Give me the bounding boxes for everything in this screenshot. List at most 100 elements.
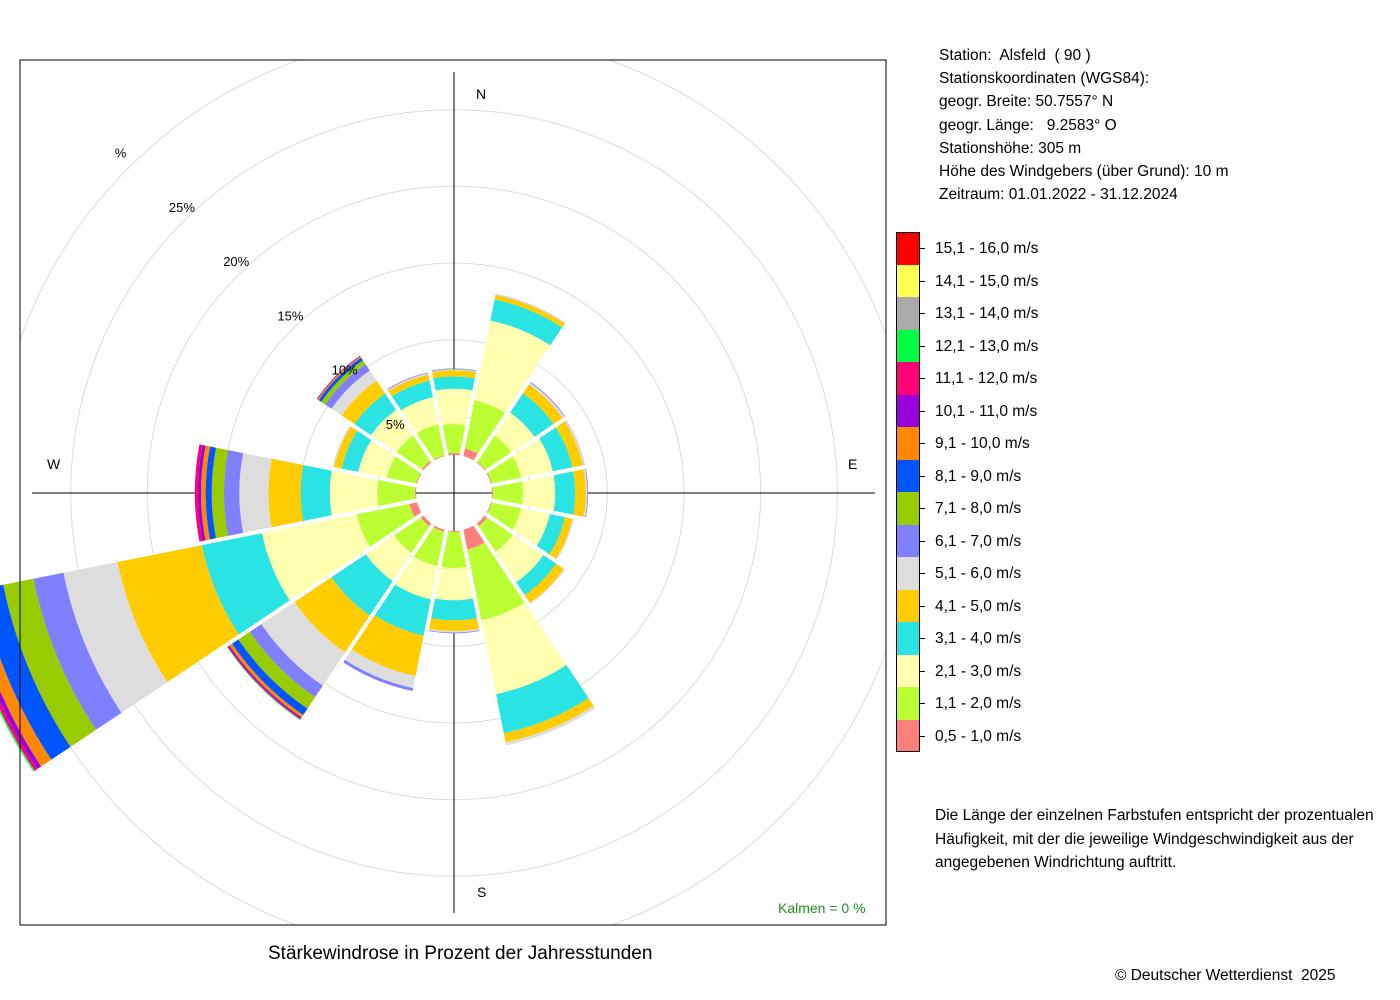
calm-value: Kalmen = 0 %: [778, 900, 866, 916]
sector-band: [431, 598, 477, 621]
sector-band: [431, 369, 477, 372]
ring-label: 5%: [386, 417, 405, 432]
station-line: Stationshöhe: 305 m: [939, 139, 1082, 157]
sector-band: [433, 525, 445, 532]
legend-tick: [920, 248, 925, 249]
sector-band: [422, 461, 432, 471]
sector-band: [201, 445, 210, 541]
sector-band: [351, 615, 424, 677]
sector-band: [268, 458, 304, 528]
sector-NNO: [463, 293, 566, 461]
sector-band: [505, 705, 596, 746]
sector-SO: [476, 515, 566, 605]
legend-tick: [920, 540, 925, 542]
legend-label: 15,1 - 16,0 m/s: [935, 240, 1039, 257]
ring-label: 25%: [169, 200, 195, 215]
sector-band: [477, 435, 512, 470]
legend-tick: [920, 703, 925, 704]
sector-band: [395, 556, 438, 600]
station-info: Station: Alsfeld ( 90 ) Stationskoordina…: [939, 44, 1228, 206]
sector-band: [0, 701, 38, 771]
sector-band: [487, 456, 522, 484]
sector-band: [409, 502, 422, 517]
sector-band: [205, 446, 217, 540]
sector-band: [476, 461, 486, 471]
sector-band: [33, 572, 122, 730]
legend-tick: [920, 378, 925, 379]
sector-band: [463, 525, 485, 550]
sector-band: [585, 468, 589, 518]
legend-tick: [920, 443, 925, 444]
sector-band: [396, 435, 431, 470]
sector-band: [476, 515, 488, 527]
legend-label: 8,1 - 9,0 m/s: [935, 467, 1022, 485]
legend-swatch: [896, 394, 920, 427]
legend-label: 4,1 - 5,0 m/s: [935, 597, 1022, 615]
sector-band: [356, 503, 415, 547]
ring-label: 20%: [223, 254, 249, 269]
sector-band: [239, 453, 272, 533]
sector-N: [431, 368, 477, 456]
sector-WSW: [0, 502, 422, 772]
sector-band: [0, 584, 71, 760]
sector-band: [431, 368, 477, 371]
legend-tick: [920, 345, 925, 347]
legend-swatch: [896, 492, 920, 525]
sector-band: [429, 618, 479, 631]
sector-band: [332, 425, 351, 468]
ring-label: %: [115, 146, 127, 161]
sector-band: [386, 456, 421, 484]
sector-band: [433, 376, 475, 391]
legend-swatch: [896, 427, 920, 460]
sector-band: [0, 690, 42, 770]
sector-band: [224, 450, 244, 536]
sector-band: [343, 659, 414, 692]
sector-band: [431, 369, 477, 373]
sector-NNW: [387, 372, 445, 461]
sector-O: [491, 468, 589, 518]
legend-swatch: [896, 622, 920, 655]
legend-swatch: [896, 459, 920, 492]
legend-label: 9,1 - 10,0 m/s: [935, 435, 1030, 452]
legend-label: 7,1 - 8,0 m/s: [935, 500, 1022, 517]
compass-label-west: W: [47, 456, 61, 472]
compass-label-north: N: [476, 86, 486, 102]
legend-label: 2,1 - 3,0 m/s: [935, 662, 1022, 680]
compass-label-south: S: [477, 884, 486, 900]
wind-sectors: [0, 293, 596, 772]
legend-swatch: [896, 557, 920, 590]
sector-band: [434, 455, 445, 461]
legend-swatch: [896, 329, 920, 362]
sector-band: [388, 374, 430, 397]
legend-label: 3,1 - 4,0 m/s: [935, 630, 1022, 647]
sector-band: [442, 423, 466, 454]
sector-band: [481, 602, 567, 695]
sector-band: [317, 356, 362, 401]
legend-label: 5,1 - 6,0 m/s: [935, 565, 1022, 582]
legend-tick: [920, 475, 925, 477]
sector-band: [448, 453, 460, 456]
legend-tick: [920, 573, 925, 574]
sector-band: [491, 487, 493, 499]
sector-band: [512, 438, 553, 478]
sector-band: [370, 409, 414, 453]
legend-tick: [920, 638, 925, 639]
legend-label: 12,1 - 13,0 m/s: [935, 337, 1039, 355]
sector-band: [431, 368, 477, 372]
sector-NW: [316, 355, 432, 471]
sector-band: [487, 502, 522, 530]
sector-band: [428, 630, 480, 634]
sector-band: [522, 384, 563, 425]
sector-band: [401, 397, 439, 434]
station-line: geogr. Breite: 50.7557° N: [939, 93, 1114, 111]
sector-band: [194, 444, 203, 542]
sector-band: [555, 518, 574, 560]
sector-band: [325, 364, 370, 409]
sector-band: [3, 578, 96, 747]
sector-band: [486, 473, 492, 484]
sector-band: [415, 487, 417, 499]
sector-band: [464, 400, 506, 454]
note-line: angegebenen Windrichtung auftritt.: [935, 854, 1177, 871]
legend-swatch: [896, 687, 920, 720]
